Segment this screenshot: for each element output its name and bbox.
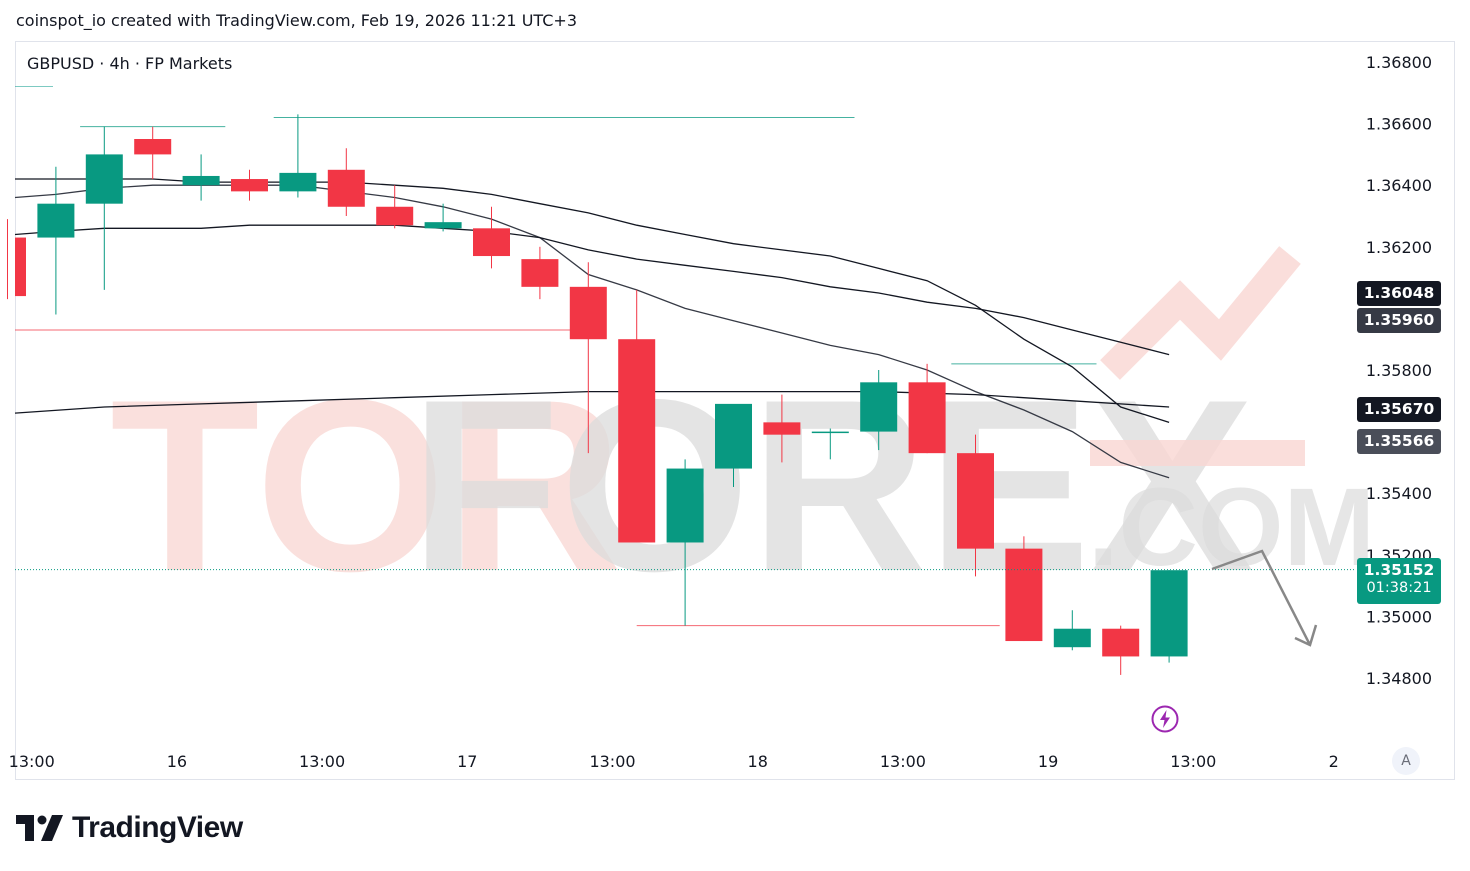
- candle: [1005, 536, 1043, 642]
- candles: [7, 114, 1188, 675]
- watermark-forex: FOREX: [410, 348, 1254, 622]
- last-price-value: 1.35152: [1363, 561, 1435, 579]
- time-tick-label: 19: [1038, 752, 1058, 771]
- candle-body: [37, 203, 75, 238]
- time-tick-label: 13:00: [880, 752, 926, 771]
- price-tag-ema1: 1.36048: [1357, 281, 1441, 306]
- tradingview-logo: TradingView: [16, 808, 243, 848]
- time-tick-label: 13:00: [9, 752, 55, 771]
- watermark-bar: [1090, 440, 1305, 466]
- candle-body: [569, 286, 607, 340]
- time-tick-label: 2: [1329, 752, 1339, 771]
- price-tag-ema2: 1.35960: [1357, 308, 1441, 333]
- candle: [1053, 610, 1091, 651]
- candle-body: [182, 175, 220, 186]
- candle: [85, 126, 123, 290]
- candle-body: [763, 422, 801, 435]
- candle: [376, 185, 414, 229]
- candle-body: [424, 222, 462, 229]
- price-tick-label: 1.35000: [1366, 607, 1432, 626]
- auto-scale-button[interactable]: A: [1392, 747, 1420, 775]
- chart-caption: coinspot_io created with TradingView.com…: [16, 11, 577, 30]
- candle-body: [1102, 628, 1140, 657]
- time-tick-label: 16: [167, 752, 187, 771]
- time-tick-label: 13:00: [589, 752, 635, 771]
- chart-frame: [15, 41, 1455, 780]
- symbol-underline: [15, 86, 53, 87]
- candle: [1150, 570, 1188, 663]
- candle-body: [860, 382, 898, 432]
- candle: [715, 403, 752, 488]
- candle: [424, 203, 462, 232]
- time-axis[interactable]: 13:00 16 13:00 17 13:00 18 13:00 19 13:00 2: [9, 752, 1339, 771]
- price-tag-ema3: 1.35670: [1357, 397, 1441, 422]
- time-tick-label: 13:00: [1170, 752, 1216, 771]
- candle-body: [1150, 570, 1188, 657]
- candle: [763, 394, 801, 463]
- lightning-icon[interactable]: [1151, 705, 1179, 733]
- candle: [182, 154, 220, 201]
- price-axis[interactable]: 1.36800 1.36600 1.36400 1.36200 1.35800 1.354…: [1366, 53, 1432, 688]
- last-price-tag: 1.35152 01:38:21: [1357, 558, 1441, 604]
- candle-body: [231, 179, 268, 192]
- bar-countdown: 01:38:21: [1366, 580, 1432, 596]
- watermark-com: .COM: [1088, 466, 1375, 589]
- candle-body: [666, 468, 704, 543]
- candle: [1102, 625, 1140, 675]
- brand-name: TradingView: [72, 811, 243, 844]
- candle-body: [1005, 548, 1043, 642]
- price-tick-label: 1.34800: [1366, 669, 1432, 688]
- price-tick-label: 1.35400: [1366, 484, 1432, 503]
- time-tick-label: 18: [748, 752, 768, 771]
- candle-body: [618, 339, 656, 543]
- time-tick-label: 17: [457, 752, 477, 771]
- candle: [618, 289, 656, 543]
- price-tag-ema4: 1.35566: [1357, 429, 1441, 454]
- symbol-title[interactable]: GBPUSD · 4h · FP Markets: [27, 54, 233, 73]
- candle-body: [473, 228, 510, 257]
- candle: [860, 370, 898, 451]
- candle-body: [521, 259, 559, 287]
- price-tick-label: 1.35800: [1366, 361, 1432, 380]
- candle-body: [908, 382, 946, 454]
- moving-average-2: [14, 224, 1170, 356]
- candle: [134, 126, 172, 180]
- price-tick-label: 1.36600: [1366, 115, 1432, 134]
- candle-body: [327, 169, 365, 207]
- candle: [231, 169, 268, 201]
- candle: [37, 166, 75, 315]
- candle: [569, 262, 607, 454]
- candle-body: [957, 453, 994, 549]
- candle: [957, 434, 994, 577]
- price-tick-label: 1.36800: [1366, 53, 1432, 72]
- candle-body: [715, 403, 752, 469]
- candle-body: [134, 139, 172, 155]
- time-tick-label: 13:00: [299, 752, 345, 771]
- candle: [908, 363, 946, 454]
- candle-body: [376, 206, 414, 226]
- candle: [7, 219, 26, 300]
- candle: [473, 206, 510, 269]
- candle: [811, 428, 849, 460]
- candle: [666, 459, 704, 626]
- price-tick-label: 1.36400: [1366, 176, 1432, 195]
- candle-body: [15, 237, 26, 297]
- candle-body: [1053, 628, 1091, 648]
- candle: [521, 246, 559, 300]
- watermark-check-icon: [1100, 246, 1301, 380]
- candle-body: [85, 154, 123, 204]
- projection-arrow: [1211, 549, 1318, 647]
- candle-body: [279, 172, 317, 192]
- tradingview-logo-icon: [16, 815, 63, 841]
- price-tick-label: 1.36200: [1366, 238, 1432, 257]
- candle: [279, 114, 317, 198]
- candle: [327, 148, 365, 216]
- candle-body: [811, 431, 849, 434]
